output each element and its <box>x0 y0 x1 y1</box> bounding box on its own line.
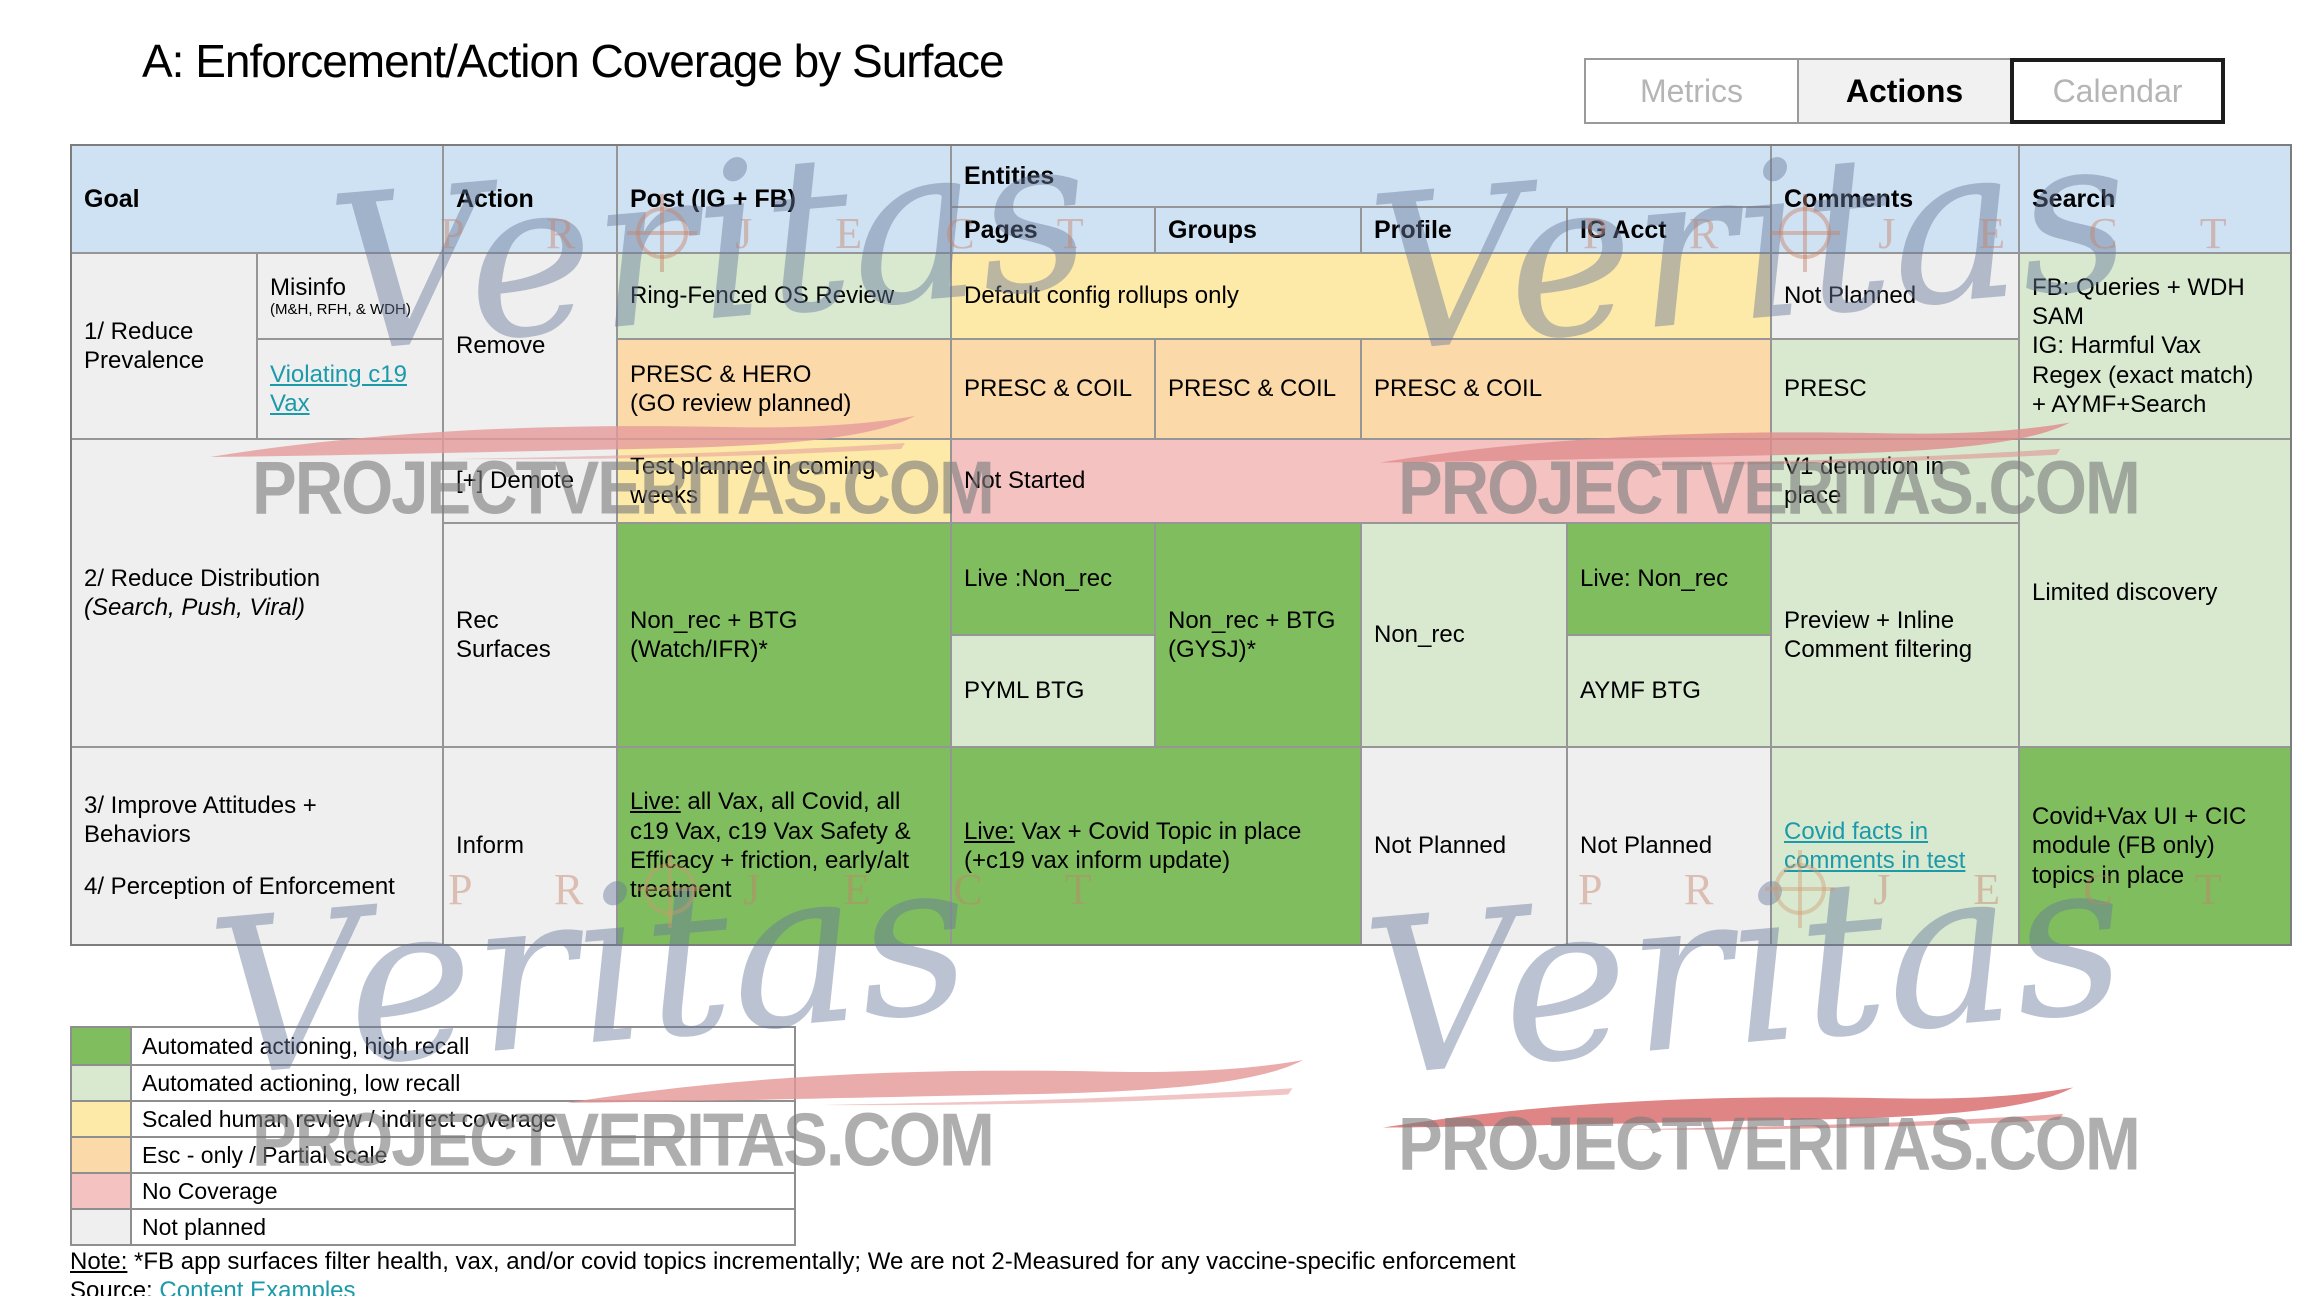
col-header-search: Search <box>2020 146 2290 252</box>
legend-item: Scaled human review / indirect coverage <box>72 1100 794 1136</box>
col-header-groups: Groups <box>1156 208 1360 252</box>
cell-goal-2: 2/ Reduce Distribution (Search, Push, Vi… <box>72 440 442 746</box>
cell-nonrec-btg-gysj: Non_rec + BTG (GYSJ)* <box>1156 524 1360 746</box>
tab-metrics[interactable]: Metrics <box>1584 58 1799 124</box>
legend-item: No Coverage <box>72 1172 794 1208</box>
live-all-vax-text: Live: all Vax, all Covid, all c19 Vax, c… <box>630 788 911 904</box>
legend-item: Automated actioning, low recall <box>72 1064 794 1100</box>
cell-search-r1: FB: Queries + WDH SAM IG: Harmful Vax Re… <box>2020 254 2290 438</box>
watermark-domain: PROJECTVERITAS.COM <box>1398 1102 2141 1187</box>
cell-presc-coil-pages: PRESC & COIL <box>952 340 1154 438</box>
cell-live-vax-covid-topic: Live: Vax + Covid Topic in place (+c19 v… <box>952 748 1360 944</box>
cell-presc-hero: PRESC & HERO (GO review planned) <box>618 340 950 438</box>
cell-aymf-btg: AYMF BTG <box>1568 636 1770 746</box>
cell-test-planned: Test planned in coming weeks <box>618 440 950 522</box>
cell-nonrec-profile: Non_rec <box>1362 524 1566 746</box>
cell-comments-not-planned-r1: Not Planned <box>1772 254 2018 338</box>
cell-goal-1: 1/ Reduce Prevalence <box>72 254 256 438</box>
watermark-swoosh <box>1378 1084 2078 1132</box>
misinfo-label: Misinfo <box>270 274 347 302</box>
legend-swatch-gray <box>72 1210 132 1244</box>
live-vax-covid-text: Live: Vax + Covid Topic in place (+c19 v… <box>964 817 1302 874</box>
col-header-goal: Goal <box>72 146 442 252</box>
legend-swatch-lgreen <box>72 1066 132 1100</box>
cell-live-nonrec-ig: Live: Non_rec <box>1568 524 1770 634</box>
col-header-post: Post (IG + FB) <box>618 146 950 252</box>
misinfo-sublabel: (M&H, RFH, & WDH) <box>270 301 411 319</box>
goal-2-sublabel: (Search, Push, Viral) <box>84 594 305 621</box>
cell-covid-vax-ui-cic: Covid+Vax UI + CIC module (FB only) topi… <box>2020 748 2290 944</box>
legend-item: Not planned <box>72 1208 794 1244</box>
col-header-entities: Entities <box>952 146 1770 206</box>
cell-ring-fenced-os-review: Ring-Fenced OS Review <box>618 254 950 338</box>
cell-pyml-btg: PYML BTG <box>952 636 1154 746</box>
cell-limited-discovery: Limited discovery <box>2020 440 2290 746</box>
cell-not-planned-ig: Not Planned <box>1568 748 1770 944</box>
cell-not-started: Not Started <box>952 440 1770 522</box>
legend-swatch-yellow <box>72 1102 132 1136</box>
cell-action-remove: Remove <box>444 254 616 438</box>
cell-presc-coil-profile-ig: PRESC & COIL <box>1362 340 1770 438</box>
cell-not-planned-profile: Not Planned <box>1362 748 1566 944</box>
source-line: Source: Content Examples <box>70 1277 356 1296</box>
cell-live-all-vax: Live: all Vax, all Covid, all c19 Vax, c… <box>618 748 950 944</box>
cell-default-config-rollups: Default config rollups only <box>952 254 1770 338</box>
col-header-pages: Pages <box>952 208 1154 252</box>
col-header-comments: Comments <box>1772 146 2018 252</box>
cell-action-rec-surfaces: Rec Surfaces <box>444 524 616 746</box>
coverage-table: Goal Action Post (IG + FB) Entities Page… <box>70 144 2292 946</box>
cell-action-inform: Inform <box>444 748 616 944</box>
legend: Automated actioning, high recall Automat… <box>70 1026 796 1246</box>
cell-nonrec-btg-watch-ifr: Non_rec + BTG (Watch/IFR)* <box>618 524 950 746</box>
cell-covid-facts-comments: Covid facts in comments in test <box>1772 748 2018 944</box>
tab-calendar[interactable]: Calendar <box>2010 58 2225 124</box>
tab-actions[interactable]: Actions <box>1797 58 2012 124</box>
col-header-action: Action <box>444 146 616 252</box>
cell-comments-presc: PRESC <box>1772 340 2018 438</box>
cell-goal-3-4: 3/ Improve Attitudes + Behaviors 4/ Perc… <box>72 748 442 944</box>
goal-3-label: 3/ Improve Attitudes + Behaviors <box>84 792 317 849</box>
note-line: Note: *FB app surfaces filter health, va… <box>70 1248 1516 1275</box>
cell-misinfo: Misinfo (M&H, RFH, & WDH) <box>258 254 442 338</box>
goal-2-label: 2/ Reduce Distribution <box>84 564 321 592</box>
legend-item: Automated actioning, high recall <box>72 1028 794 1064</box>
covid-facts-link[interactable]: Covid facts in comments in test <box>1784 817 1966 874</box>
legend-item: Esc - only / Partial scale <box>72 1136 794 1172</box>
cell-action-demote: [+] Demote <box>444 440 616 522</box>
legend-swatch-orange <box>72 1138 132 1172</box>
content-examples-link[interactable]: Content Examples <box>159 1277 356 1296</box>
col-header-ig-acct: IG Acct <box>1568 208 1770 252</box>
cell-v1-demotion: V1 demotion in place <box>1772 440 2018 522</box>
goal-4-label: 4/ Perception of Enforcement <box>84 872 395 900</box>
violating-c19-vax-link[interactable]: Violating c19 Vax <box>270 360 407 417</box>
view-tabs: Metrics Actions Calendar <box>1584 58 2225 124</box>
page-title: A: Enforcement/Action Coverage by Surfac… <box>142 35 1005 87</box>
cell-presc-coil-groups: PRESC & COIL <box>1156 340 1360 438</box>
cell-live-nonrec-pages: Live :Non_rec <box>952 524 1154 634</box>
legend-swatch-green <box>72 1028 132 1064</box>
legend-swatch-pink <box>72 1174 132 1208</box>
col-header-profile: Profile <box>1362 208 1566 252</box>
cell-violating-c19-vax: Violating c19 Vax <box>258 340 442 438</box>
cell-preview-inline-comment: Preview + Inline Comment filtering <box>1772 524 2018 746</box>
